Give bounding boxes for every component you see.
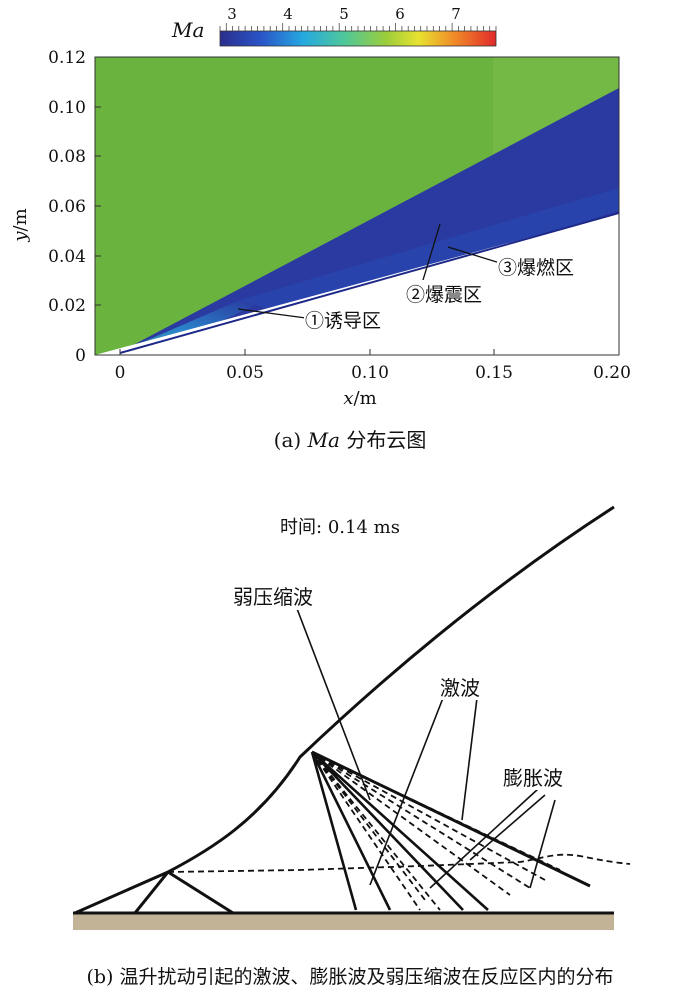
x-tick: 0.20 (593, 363, 631, 383)
panel-a-plot: Ma 3 4 5 6 7 0 0.02 0.04 0.06 (10, 5, 631, 409)
colorbar-tick: 7 (451, 5, 461, 23)
x-tick: 0.10 (351, 363, 389, 383)
colorbar-tick: 5 (339, 5, 349, 23)
y-axis: 0 0.02 0.04 0.06 0.08 0.10 0.12 y/m (10, 48, 101, 366)
colorbar-tick: 3 (227, 5, 237, 23)
induction-zone (95, 300, 255, 355)
zone3-label: ③爆燃区 (498, 257, 574, 279)
colorbar-label: Ma (171, 18, 204, 42)
unshaded-region (95, 213, 619, 355)
caption-a: (a) Ma 分布云图 (273, 428, 427, 452)
y-axis-label: y/m (10, 208, 31, 242)
y-tick: 0.10 (48, 98, 86, 118)
colorbar (219, 30, 497, 47)
wall (73, 913, 614, 930)
y-tick: 0.02 (48, 296, 86, 316)
weak-compression-label: 弱压缩波 (233, 585, 313, 609)
x-tick: 0.15 (475, 363, 513, 383)
x-axis: 0 0.05 0.10 0.15 0.20 x/m (115, 349, 631, 409)
leading-shock (74, 505, 615, 915)
expansion-label: 膨胀波 (503, 766, 563, 790)
x-tick: 0.05 (226, 363, 264, 383)
shock-label: 激波 (440, 676, 480, 700)
panel-b-diagram: 弱压缩波 激波 膨胀波 (73, 505, 631, 930)
y-tick: 0.12 (48, 48, 86, 68)
x-axis-label: x/m (343, 388, 376, 409)
time-label: 时间: 0.14 ms (280, 517, 400, 538)
wave-lines (74, 505, 631, 915)
zone2-label: ②爆震区 (406, 284, 482, 306)
caption-b: (b) 温升扰动引起的激波、膨胀波及弱压缩波在反应区内的分布 (86, 966, 614, 988)
colorbar-tick: 6 (395, 5, 405, 23)
contact-line (167, 853, 631, 873)
y-tick: 0.06 (48, 197, 86, 217)
colorbar-minor-ticks (219, 23, 497, 31)
zone-annotations: ①诱导区 ②爆震区 ③爆燃区 (237, 223, 603, 332)
zone1-label: ①诱导区 (305, 310, 381, 332)
deflagration-zone (240, 188, 619, 320)
x-tick: 0 (115, 363, 126, 383)
y-tick: 0 (75, 346, 86, 366)
colorbar-tick: 4 (283, 5, 293, 23)
y-tick: 0.04 (48, 247, 86, 267)
y-tick: 0.08 (48, 147, 86, 167)
wedge-edge (119, 212, 619, 354)
